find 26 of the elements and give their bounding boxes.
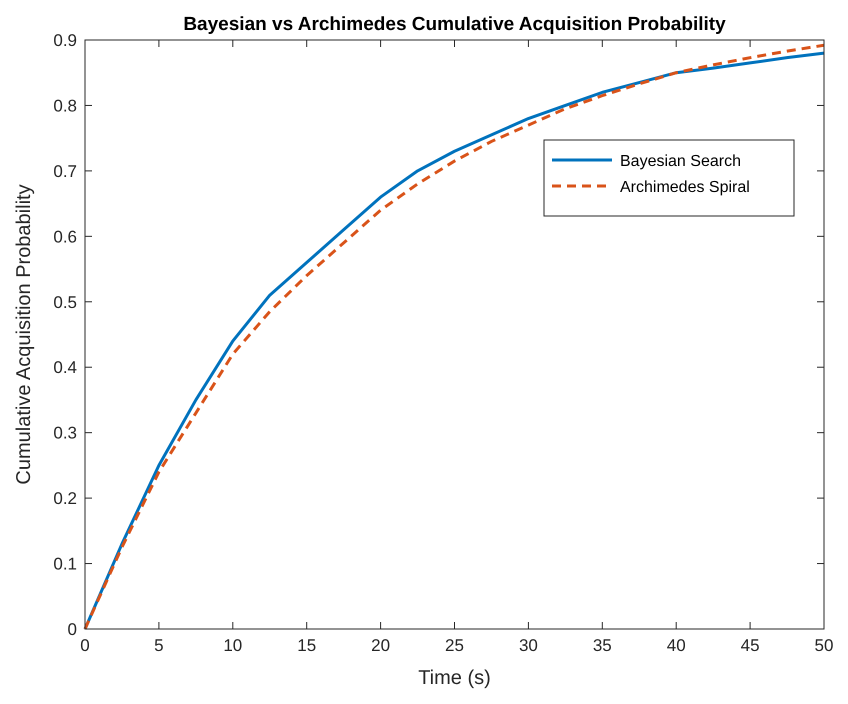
y-tick-label: 0.2 <box>53 489 77 508</box>
x-tick-label: 10 <box>223 636 242 655</box>
y-tick-label: 0 <box>68 620 77 639</box>
x-axis-title: Time (s) <box>418 667 491 689</box>
y-tick-label: 0.4 <box>53 358 77 378</box>
y-tick-label: 0.6 <box>53 227 77 246</box>
x-tick-label: 25 <box>445 636 464 655</box>
x-tick-label: 35 <box>592 636 612 655</box>
x-tick-label: 45 <box>740 636 760 655</box>
chart-title: Bayesian vs Archimedes Cumulative Acquisition Probability <box>183 14 726 35</box>
x-tick-label: 0 <box>80 636 90 655</box>
x-tick-label: 30 <box>518 636 538 655</box>
x-tick-label: 40 <box>666 636 686 655</box>
legend-label: Bayesian Search <box>620 153 741 170</box>
x-tick-label: 50 <box>814 636 834 655</box>
x-tick-label: 20 <box>371 636 390 655</box>
y-axis-title: Cumulative Acquisition Probability <box>13 184 35 485</box>
y-tick-label: 0.9 <box>53 31 77 50</box>
x-tick-label: 15 <box>297 636 316 655</box>
legend-label: Archimedes Spiral <box>620 179 750 196</box>
y-tick-label: 0.7 <box>53 162 77 181</box>
x-tick-label: 5 <box>154 636 164 655</box>
y-tick-label: 0.1 <box>53 554 77 574</box>
y-tick-label: 0.5 <box>53 292 77 312</box>
y-tick-label: 0.3 <box>53 424 77 443</box>
y-tick-label: 0.8 <box>53 96 77 116</box>
